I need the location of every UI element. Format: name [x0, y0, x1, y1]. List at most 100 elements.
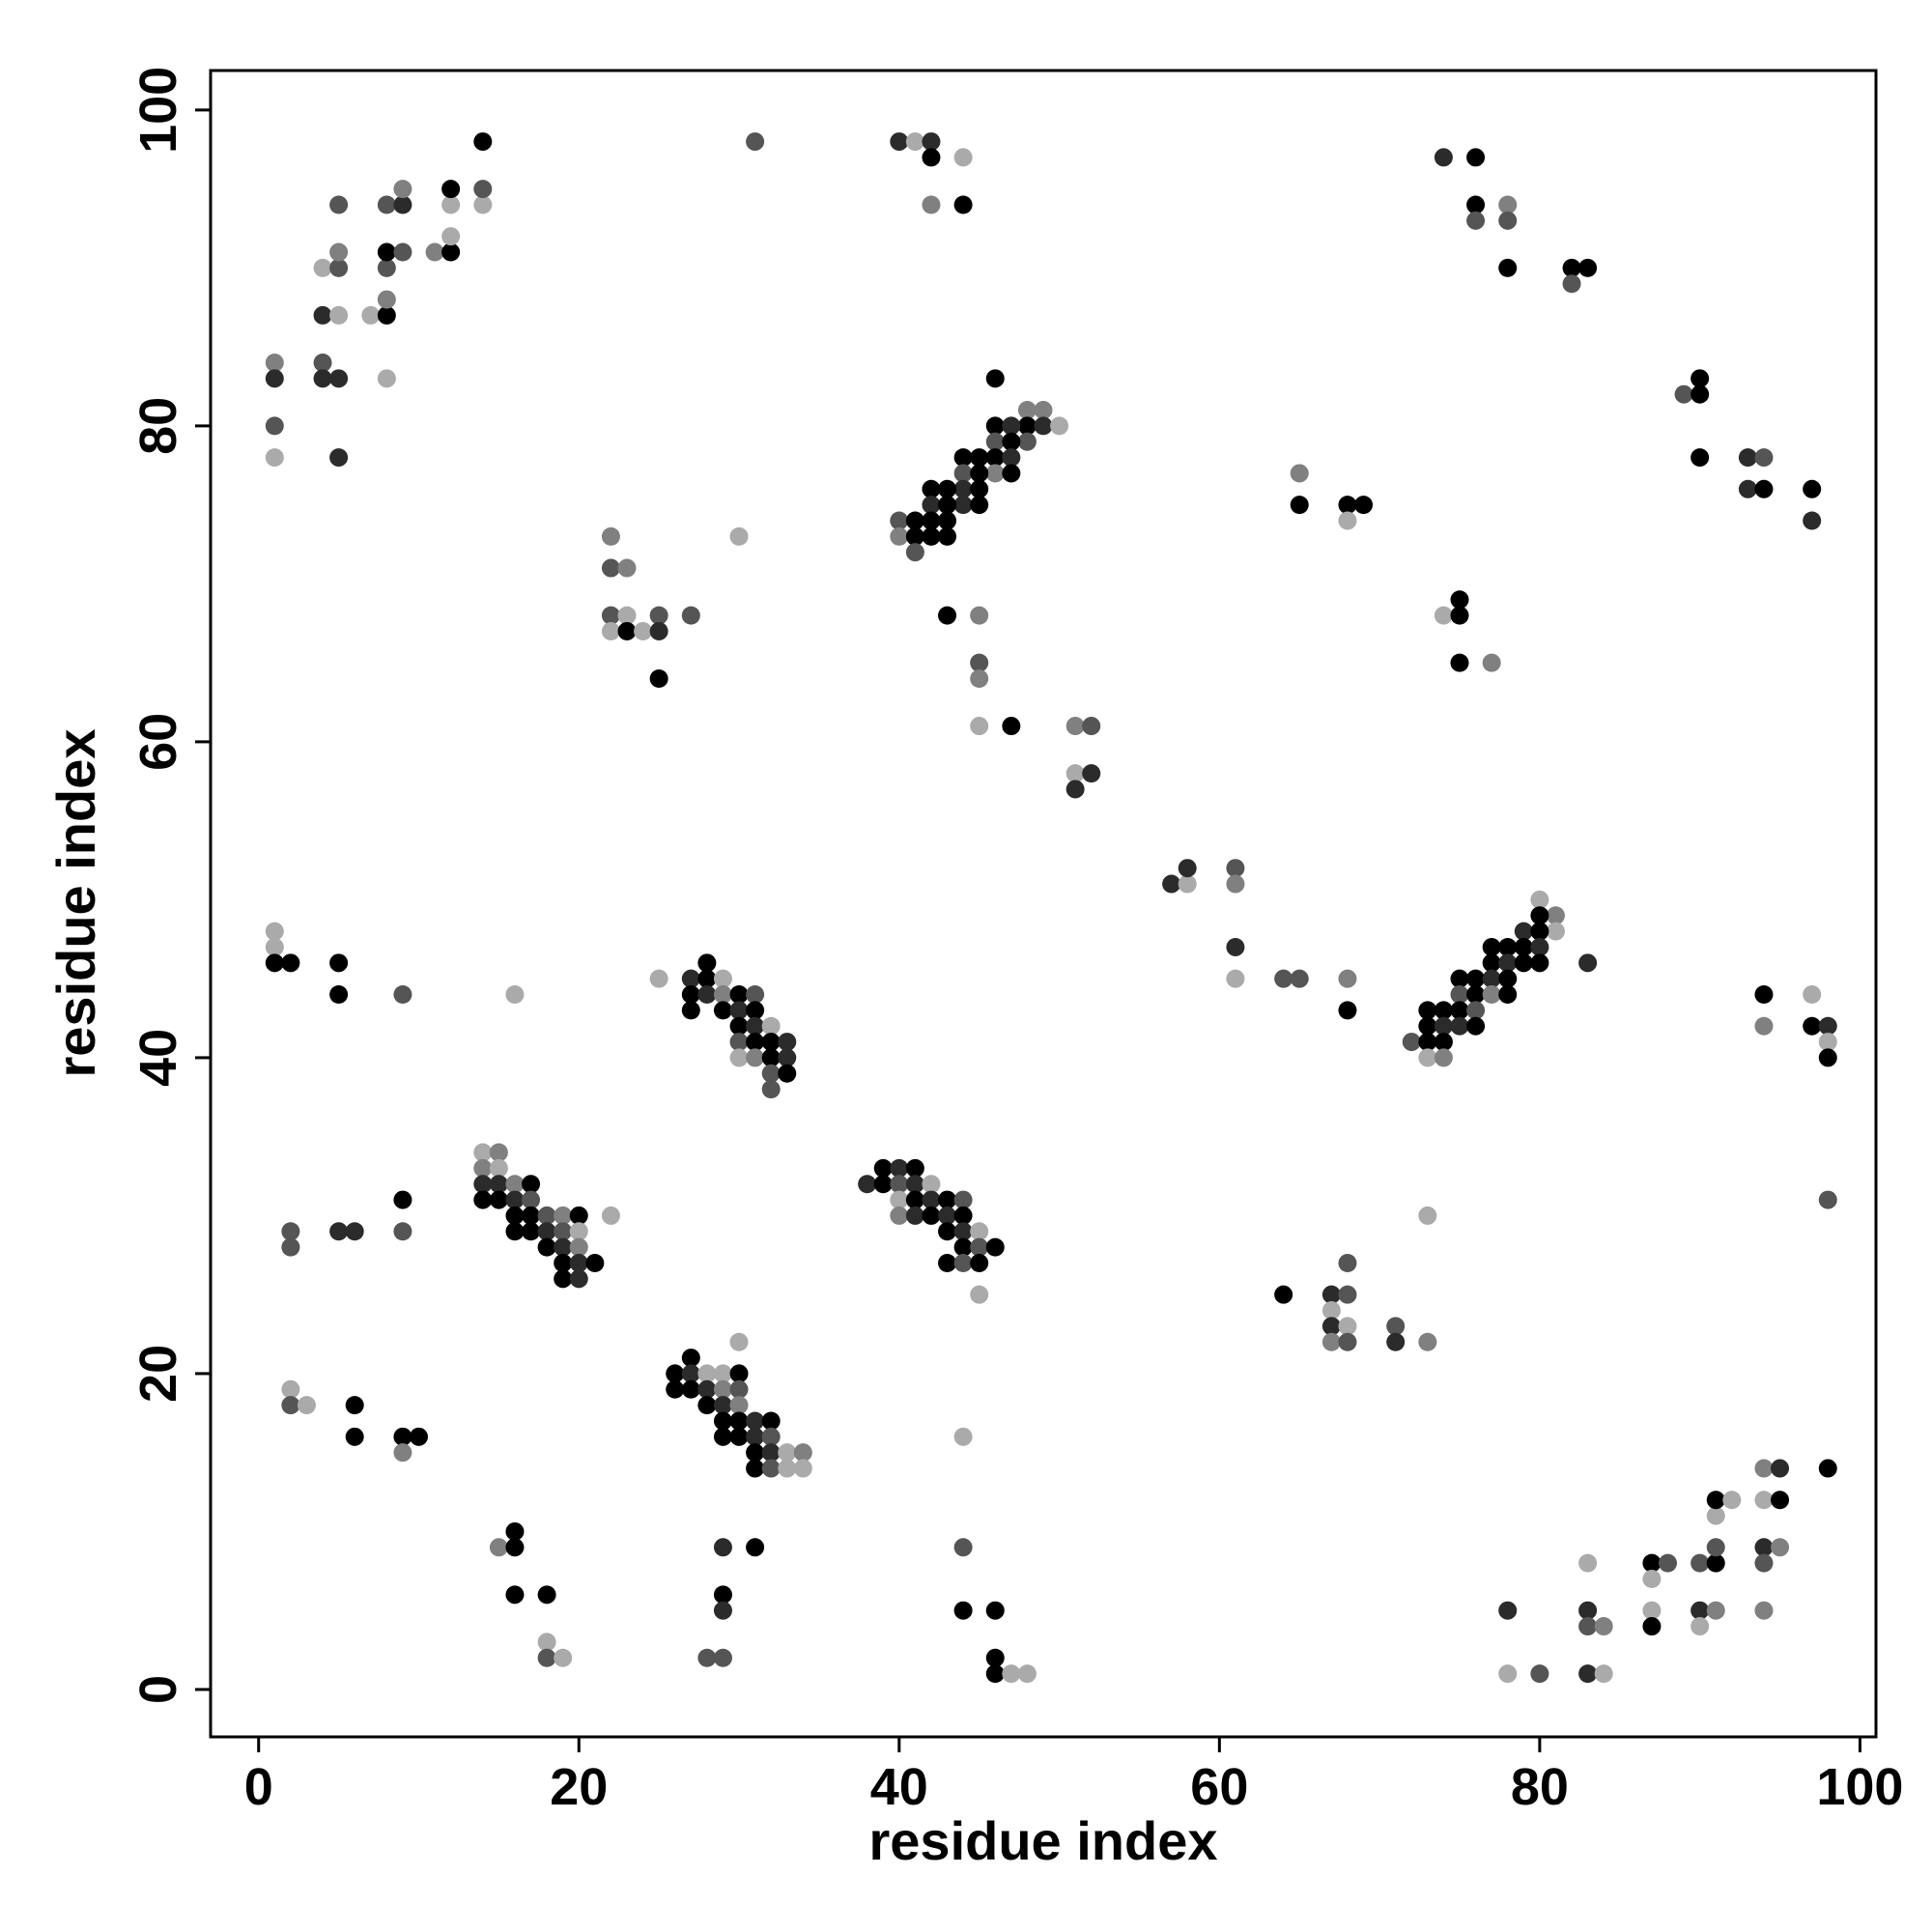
data-point — [681, 1001, 700, 1020]
data-point — [505, 1538, 525, 1557]
data-point — [1690, 1553, 1710, 1573]
data-point — [697, 969, 717, 988]
data-point — [649, 621, 668, 640]
data-point — [649, 606, 668, 625]
data-point — [697, 1396, 717, 1415]
data-point — [265, 416, 284, 436]
data-point — [922, 1190, 941, 1209]
data-point — [1450, 985, 1469, 1005]
data-point — [649, 669, 668, 689]
data-point — [1290, 464, 1309, 483]
data-point — [697, 1364, 717, 1383]
data-point — [410, 1427, 428, 1446]
data-point — [746, 1033, 765, 1052]
data-point — [729, 1379, 749, 1399]
data-point — [1338, 1317, 1357, 1336]
data-point — [1002, 448, 1021, 468]
data-point — [329, 369, 349, 388]
data-point — [1338, 1253, 1357, 1272]
data-point — [1082, 764, 1101, 783]
data-point — [569, 1206, 588, 1225]
data-point — [922, 1206, 941, 1225]
data-point — [713, 1411, 732, 1431]
data-point — [1386, 1317, 1406, 1336]
y-tick-label: 100 — [129, 67, 187, 154]
data-point — [265, 922, 284, 941]
data-point — [905, 511, 924, 530]
data-point — [1498, 1601, 1518, 1620]
data-point — [281, 953, 300, 973]
data-point — [1290, 496, 1309, 515]
data-point — [1450, 653, 1469, 672]
data-point — [970, 717, 989, 736]
data-point — [953, 496, 973, 515]
data-point — [729, 1033, 749, 1052]
data-point — [1578, 1664, 1598, 1684]
data-point — [1674, 384, 1693, 404]
data-point — [1034, 416, 1053, 436]
data-point — [953, 1190, 973, 1209]
data-point — [265, 953, 284, 973]
data-point — [1321, 1301, 1341, 1321]
data-point — [1466, 195, 1486, 214]
data-point — [666, 1379, 685, 1399]
data-point — [1498, 258, 1518, 277]
data-point — [746, 1001, 765, 1020]
data-point — [1466, 985, 1486, 1005]
data-point — [329, 953, 349, 973]
data-point — [505, 1175, 525, 1194]
data-point — [313, 353, 332, 372]
data-point — [1530, 922, 1549, 941]
data-point — [1226, 969, 1245, 988]
data-point — [393, 985, 412, 1005]
data-point — [778, 1064, 797, 1083]
data-point — [569, 1253, 588, 1272]
data-point — [1082, 717, 1101, 736]
data-point — [265, 369, 284, 388]
data-point — [1706, 1553, 1725, 1573]
data-point — [1386, 1332, 1406, 1351]
data-point — [746, 1427, 765, 1446]
data-point — [761, 1427, 781, 1446]
data-point — [1017, 416, 1037, 436]
data-point — [1690, 1601, 1710, 1620]
y-tick-label: 80 — [129, 397, 187, 455]
data-point — [905, 1190, 924, 1209]
data-point — [329, 985, 349, 1005]
data-point — [522, 1190, 541, 1209]
x-axis: 0 20 40 60 80 100 — [244, 1737, 1903, 1816]
data-point — [1514, 953, 1533, 973]
y-tick-label: 60 — [129, 713, 187, 771]
data-point — [985, 369, 1005, 388]
x-tick-label: 80 — [1511, 1758, 1569, 1816]
data-point — [1274, 969, 1293, 988]
data-point — [377, 305, 396, 325]
data-point — [601, 558, 620, 578]
data-point — [1450, 1016, 1469, 1036]
data-point — [938, 1206, 957, 1225]
data-point — [441, 180, 461, 199]
data-point — [953, 1253, 973, 1272]
data-point — [489, 1175, 508, 1194]
data-point — [1738, 448, 1757, 468]
data-point — [1690, 448, 1710, 468]
data-point — [1226, 874, 1245, 894]
data-point — [377, 258, 396, 277]
data-point — [489, 1143, 508, 1162]
data-point — [522, 1175, 541, 1194]
data-point — [666, 1364, 685, 1383]
data-point — [970, 479, 989, 498]
data-point — [905, 132, 924, 152]
data-point — [697, 1379, 717, 1399]
data-point — [1771, 1491, 1790, 1510]
data-point — [1338, 1001, 1357, 1020]
data-point — [345, 1222, 364, 1241]
data-point — [393, 1427, 412, 1446]
data-point — [938, 479, 957, 498]
data-point — [922, 479, 941, 498]
data-point — [778, 1048, 797, 1067]
data-point — [1594, 1617, 1613, 1636]
data-point — [441, 242, 461, 262]
data-point — [1450, 606, 1469, 625]
data-point — [554, 1237, 573, 1257]
